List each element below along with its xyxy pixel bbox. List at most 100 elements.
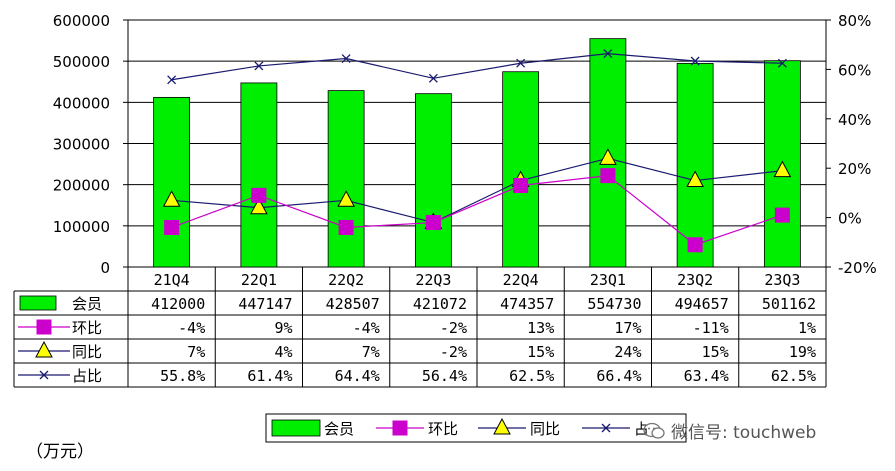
category-label: 21Q4	[154, 271, 190, 289]
y-tick-label: 300000	[53, 136, 110, 154]
legend-key-marker	[493, 417, 511, 435]
data-label: 63.4%	[684, 367, 729, 385]
data-label: 19%	[789, 343, 816, 361]
data-point	[251, 187, 267, 203]
data-label: 494657	[675, 295, 729, 313]
data-point	[428, 73, 438, 83]
legend-key-marker	[601, 423, 611, 433]
bar	[153, 96, 191, 268]
data-point	[687, 237, 703, 253]
y2-tick-label: 20%	[838, 160, 871, 178]
category-label: 23Q3	[764, 271, 800, 289]
data-label: 13%	[527, 319, 554, 337]
series-line	[171, 52, 783, 81]
data-label: 61.4%	[247, 367, 292, 385]
data-label: 62.5%	[509, 367, 554, 385]
category-label: 22Q3	[415, 271, 451, 289]
category-label: 22Q4	[503, 271, 539, 289]
data-label: 1%	[798, 319, 816, 337]
category-label: 23Q2	[677, 271, 713, 289]
data-point	[254, 61, 264, 71]
legend-label: 同比	[530, 420, 560, 438]
series-name: 会员	[72, 295, 102, 313]
data-point	[774, 207, 790, 223]
table-key	[19, 295, 57, 311]
data-point	[513, 177, 529, 193]
bar	[676, 62, 714, 268]
y-tick-label: 400000	[53, 94, 110, 112]
y2-tick-label: 80%	[838, 12, 871, 30]
data-label: 66.4%	[596, 367, 641, 385]
data-point	[777, 58, 787, 68]
data-label: 447147	[238, 295, 292, 313]
data-point	[425, 215, 441, 231]
data-label: 4%	[274, 343, 292, 361]
series-name: 同比	[72, 343, 102, 361]
y-tick-label: 200000	[53, 177, 110, 195]
y-tick-label: 600000	[53, 12, 110, 30]
data-label: -4%	[178, 319, 205, 337]
y-tick-label: 0	[100, 259, 110, 277]
data-label: 554730	[587, 295, 641, 313]
data-label: 17%	[614, 319, 641, 337]
legend-key-marker	[392, 420, 408, 436]
data-label: -2%	[440, 319, 467, 337]
series-line	[171, 174, 783, 246]
data-point	[603, 49, 613, 59]
series-name: 占比	[72, 367, 102, 385]
legend-key	[271, 419, 321, 437]
data-label: 412000	[151, 295, 205, 313]
data-label: 15%	[527, 343, 554, 361]
data-label: 428507	[326, 295, 380, 313]
data-label: 421072	[413, 295, 467, 313]
data-label: -2%	[440, 343, 467, 361]
data-label: 24%	[614, 343, 641, 361]
data-label: 64.4%	[335, 367, 380, 385]
data-point	[250, 197, 268, 215]
legend-label: 环比	[428, 420, 458, 438]
unit-label: （万元）	[26, 442, 94, 462]
data-point	[686, 170, 704, 188]
data-label: 501162	[762, 295, 816, 313]
data-label: 7%	[187, 343, 205, 361]
table-key-marker	[36, 319, 52, 335]
data-point	[690, 56, 700, 66]
data-point	[599, 148, 617, 165]
y2-tick-label: 0%	[838, 210, 862, 228]
data-label: 9%	[274, 319, 292, 337]
category-label: 23Q1	[590, 271, 626, 289]
data-point	[338, 219, 354, 235]
data-label: 474357	[500, 295, 554, 313]
table-key-marker	[35, 340, 53, 358]
data-point	[337, 190, 355, 207]
data-label: -4%	[353, 319, 380, 337]
data-point	[516, 58, 526, 68]
table-key-marker	[39, 370, 49, 380]
category-label: 22Q2	[328, 271, 364, 289]
data-label: 7%	[362, 343, 380, 361]
data-label: 62.5%	[771, 367, 816, 385]
data-label: 15%	[702, 343, 729, 361]
data-label: -11%	[693, 319, 729, 337]
series-name: 环比	[72, 319, 102, 337]
y2-tick-label: 60%	[838, 61, 871, 79]
data-point	[341, 54, 351, 63]
data-point	[164, 219, 180, 235]
data-label: 55.8%	[160, 367, 205, 385]
bar	[502, 71, 540, 268]
bar	[414, 93, 452, 268]
data-point	[162, 190, 181, 207]
series-line	[171, 157, 783, 224]
data-point	[600, 168, 616, 184]
watermark-text: 微信号: touchweb	[671, 423, 817, 443]
data-label: 56.4%	[422, 367, 467, 385]
category-label: 22Q1	[241, 271, 277, 289]
y-tick-label: 100000	[53, 218, 110, 236]
bar	[240, 82, 278, 268]
bar	[327, 90, 365, 268]
wechat-icon	[643, 422, 665, 439]
y-tick-label: 500000	[53, 53, 110, 71]
legend-label: 会员	[324, 420, 354, 438]
y2-tick-label: 40%	[838, 111, 871, 129]
